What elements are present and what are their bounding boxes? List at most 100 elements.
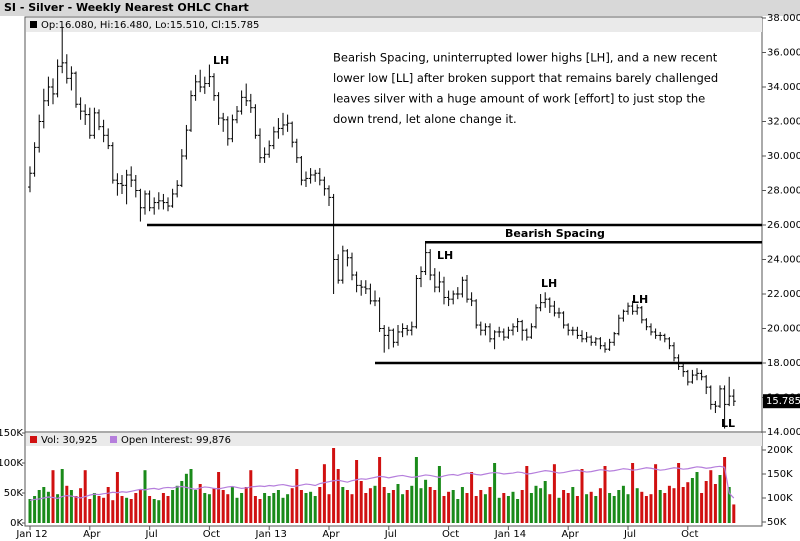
y-tick-label: 18.000 xyxy=(767,358,800,369)
volume-bar xyxy=(336,469,340,523)
volume-bar xyxy=(598,488,602,523)
volume-bar xyxy=(161,493,165,523)
volume-bar xyxy=(51,470,55,523)
title-bar xyxy=(0,0,800,16)
volume-bar xyxy=(437,466,441,523)
x-tick-label: Apr xyxy=(83,529,101,540)
volume-bar xyxy=(470,472,474,523)
volume-bar xyxy=(543,481,547,523)
volume-bar xyxy=(134,493,138,523)
annotation: LH xyxy=(632,293,648,306)
volume-bar xyxy=(410,485,414,523)
volume-bar xyxy=(184,473,188,523)
volume-bar xyxy=(189,469,193,523)
volume-bar xyxy=(364,493,368,523)
y-tick-label: 26.000 xyxy=(767,220,800,231)
volume-bar xyxy=(290,488,294,523)
x-tick-label: Jan 14 xyxy=(494,529,526,540)
volume-bar xyxy=(322,464,326,523)
volume-bar xyxy=(281,497,285,523)
y-tick-label: 36.000 xyxy=(767,48,800,59)
volume-bar xyxy=(175,485,179,523)
volume-bar xyxy=(327,494,331,523)
volume-bar xyxy=(732,504,736,523)
volume-bar xyxy=(502,493,506,523)
volume-bar xyxy=(635,488,639,523)
volume-bar xyxy=(506,496,510,523)
volume-bar xyxy=(88,499,92,523)
vol-tick-label: 50K xyxy=(4,488,24,499)
vol-legend: Vol: 30,925 xyxy=(41,435,98,446)
note-line: lower low [LL] after broken support that… xyxy=(333,71,718,85)
volume-bar xyxy=(180,481,184,523)
volume-bar xyxy=(451,490,455,523)
ohlc-header: Op:16.080, Hi:16.480, Lo:15.510, Cl:15.7… xyxy=(41,20,259,31)
volume-bar xyxy=(493,463,497,523)
price-header xyxy=(26,18,762,32)
volume-bar xyxy=(474,496,478,523)
volume-bar xyxy=(148,496,152,523)
volume-bar xyxy=(497,497,501,523)
volume-bar xyxy=(313,496,317,523)
volume-bar xyxy=(373,485,377,523)
volume-bar xyxy=(414,457,418,523)
volume-bar xyxy=(621,485,625,523)
volume-header xyxy=(26,433,762,446)
volume-bar xyxy=(295,469,299,523)
volume-bar xyxy=(690,478,694,523)
oi-tick-label: 200K xyxy=(767,445,793,456)
volume-bar xyxy=(166,496,170,523)
volume-bar xyxy=(92,493,96,523)
volume-bar xyxy=(171,490,175,523)
volume-bar xyxy=(37,490,41,523)
volume-bar xyxy=(479,490,483,523)
volume-bar xyxy=(539,488,543,523)
volume-bar xyxy=(447,491,451,523)
volume-bar xyxy=(368,488,372,523)
volume-bar xyxy=(405,490,409,523)
volume-bar xyxy=(258,499,262,523)
volume-bar xyxy=(534,485,538,523)
open-interest-line xyxy=(29,465,735,501)
volume-bar xyxy=(391,490,395,523)
y-tick-label: 30.000 xyxy=(767,151,800,162)
volume-bar xyxy=(396,484,400,523)
volume-bar xyxy=(612,496,616,523)
volume-bar xyxy=(194,490,198,523)
volume-bar xyxy=(672,488,676,523)
x-tick-label: Oct xyxy=(681,529,698,540)
volume-bar xyxy=(649,494,653,523)
volume-bar xyxy=(46,491,50,523)
volume-bar xyxy=(212,488,216,523)
annotation: LL xyxy=(721,417,735,430)
volume-bar xyxy=(571,487,575,523)
volume-bar xyxy=(575,496,579,523)
oi-tick-label: 50K xyxy=(767,517,787,528)
volume-bar xyxy=(594,496,598,523)
last-price-box xyxy=(763,394,800,409)
volume-bar xyxy=(65,485,69,523)
volume-bar xyxy=(350,494,354,523)
vol-legend-swatch xyxy=(30,436,37,443)
volume-bar xyxy=(276,490,280,523)
volume-bar xyxy=(221,490,225,523)
volume-bar xyxy=(686,482,690,523)
volume-bar xyxy=(226,494,230,523)
volume-bar xyxy=(355,460,359,523)
volume-bar xyxy=(138,490,142,523)
volume-bar xyxy=(79,488,83,523)
volume-bar xyxy=(341,487,345,523)
volume-bar xyxy=(286,494,290,523)
y-tick-label: 14.000 xyxy=(767,427,800,438)
volume-bar xyxy=(520,490,524,523)
volume-bar xyxy=(511,491,515,523)
volume-bar xyxy=(529,493,533,523)
volume-bar xyxy=(428,487,432,523)
volume-bar xyxy=(433,490,437,523)
volume-bar xyxy=(589,491,593,523)
volume-bar xyxy=(401,494,405,523)
volume-bar xyxy=(129,499,133,523)
volume-bar xyxy=(658,490,662,523)
volume-bar xyxy=(125,497,129,523)
volume-bar xyxy=(345,490,349,523)
